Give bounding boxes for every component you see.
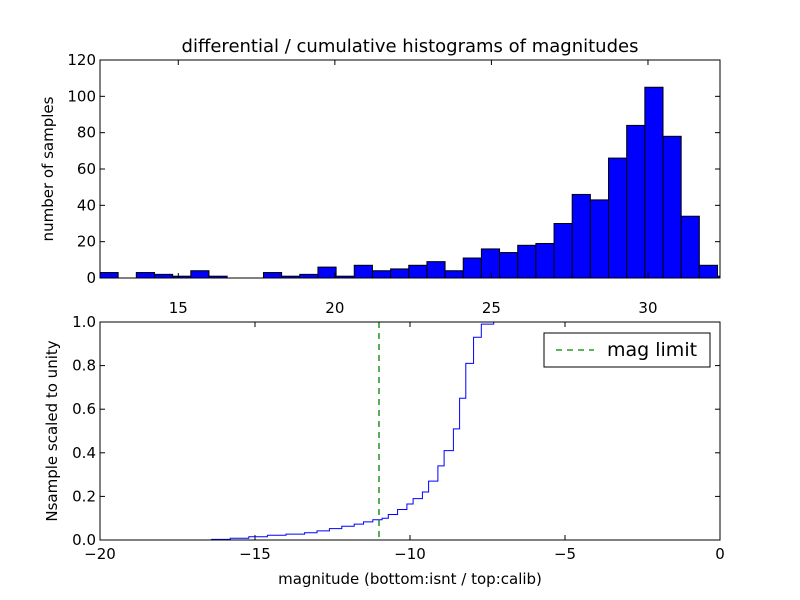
top-y-ticks: 0 20 40 60 80 100 120	[67, 51, 720, 287]
histogram-bar	[444, 270, 464, 279]
histogram-bar	[480, 248, 501, 279]
x-tick-label: −5	[554, 545, 576, 563]
chart-title: differential / cumulative histograms of …	[182, 36, 639, 57]
y-tick-label: 0.6	[72, 400, 96, 418]
legend-label-mag-limit: mag limit	[607, 339, 697, 361]
histogram-bar	[371, 270, 392, 279]
x-tick-label: 15	[169, 299, 188, 317]
y-tick-label: 1.0	[72, 313, 96, 331]
x-tick-label: 25	[482, 299, 501, 317]
x-tick-label: 30	[638, 299, 657, 317]
histogram-bar	[608, 157, 628, 279]
histogram-bar	[462, 257, 482, 279]
histogram-bar	[390, 268, 410, 279]
y-tick-label: 100	[67, 87, 96, 105]
histogram-bar	[408, 264, 428, 279]
histogram-bar	[626, 124, 646, 279]
histogram-bar	[426, 261, 446, 279]
y-tick-label: 80	[77, 124, 96, 142]
top-y-axis-label: number of samples	[39, 96, 57, 241]
histogram-bar	[317, 266, 337, 279]
histogram-bar	[499, 252, 519, 279]
histogram-bar	[99, 272, 119, 279]
y-tick-label: 60	[77, 160, 96, 178]
y-tick-label: 120	[67, 51, 96, 69]
histogram-bar	[553, 223, 573, 279]
y-tick-label: 0.2	[72, 487, 96, 505]
y-tick-label: 0	[86, 269, 96, 287]
histogram-bar	[299, 273, 319, 279]
histogram-bar	[571, 193, 591, 279]
y-tick-label: 0.0	[72, 531, 96, 549]
histogram-bar	[680, 215, 700, 279]
x-tick-label: 0	[715, 545, 725, 563]
bottom-x-axis-label: magnitude (bottom:isnt / top:calib)	[278, 570, 542, 588]
top-histogram-panel: differential / cumulative histograms of …	[39, 36, 721, 317]
histogram-bar	[535, 242, 555, 279]
histogram-bar	[698, 264, 718, 279]
y-tick-label: 0.8	[72, 357, 96, 375]
histogram-bar	[190, 270, 210, 279]
bottom-cumulative-panel: Nsample scaled to unity magnitude (botto…	[43, 313, 725, 588]
histogram-bar	[517, 244, 537, 279]
histogram-bar	[353, 264, 373, 279]
histogram-bar	[644, 86, 664, 279]
histogram-bar	[662, 135, 682, 279]
y-tick-label: 40	[77, 196, 96, 214]
bottom-y-ticks: 0.0 0.2 0.4 0.6 0.8 1.0	[72, 313, 720, 549]
x-tick-label: −15	[239, 545, 271, 563]
y-tick-label: 20	[77, 233, 96, 251]
legend: mag limit	[543, 332, 711, 368]
bottom-plot-frame	[99, 321, 721, 541]
x-tick-label: −20	[84, 545, 116, 563]
histogram-bar	[135, 272, 155, 279]
bottom-x-ticks: −20 −15 −10 −5 0	[84, 322, 725, 563]
histogram-bar	[589, 199, 610, 279]
y-tick-label: 0.4	[72, 444, 96, 462]
histogram-bar	[262, 272, 283, 279]
top-plot-frame	[99, 59, 721, 279]
top-histogram-bars	[99, 86, 721, 279]
top-x-ticks: 15 20 25 30	[169, 60, 658, 317]
cumulative-step-line	[100, 321, 719, 541]
x-tick-label: −10	[394, 545, 426, 563]
histogram-bar	[153, 273, 174, 279]
bottom-y-axis-label: Nsample scaled to unity	[43, 340, 61, 521]
x-tick-label: 20	[325, 299, 344, 317]
